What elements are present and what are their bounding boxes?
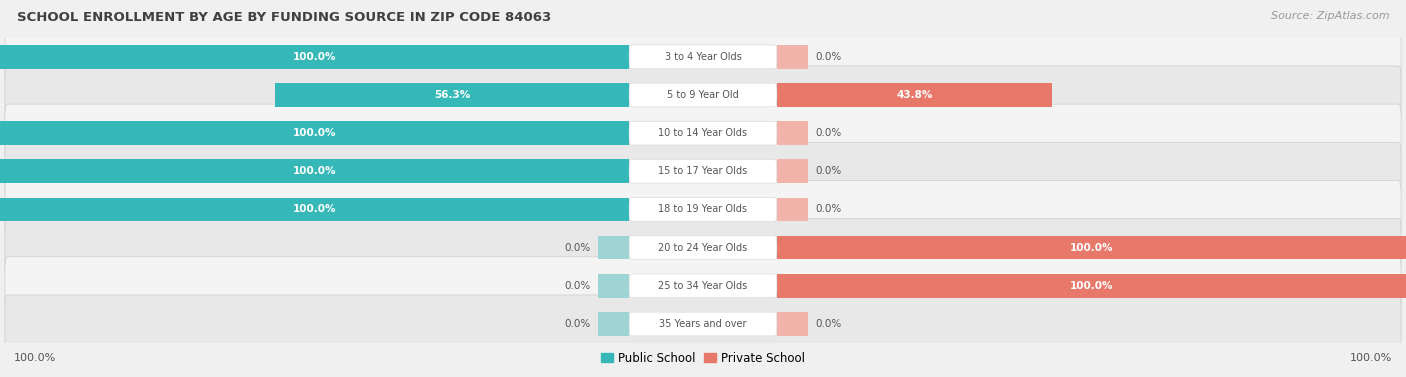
FancyBboxPatch shape <box>630 121 778 145</box>
Text: 10 to 14 Year Olds: 10 to 14 Year Olds <box>658 128 748 138</box>
Text: 3 to 4 Year Olds: 3 to 4 Year Olds <box>665 52 741 62</box>
Text: 0.0%: 0.0% <box>815 52 842 62</box>
FancyBboxPatch shape <box>630 159 778 183</box>
FancyBboxPatch shape <box>630 274 778 298</box>
Bar <box>0 198 630 221</box>
Bar <box>778 45 808 69</box>
Bar <box>0 45 630 69</box>
Text: 56.3%: 56.3% <box>434 90 470 100</box>
Bar <box>778 198 808 221</box>
Bar <box>778 274 1406 298</box>
Text: 20 to 24 Year Olds: 20 to 24 Year Olds <box>658 243 748 253</box>
Bar <box>778 312 808 336</box>
FancyBboxPatch shape <box>6 28 1400 86</box>
FancyBboxPatch shape <box>630 236 778 259</box>
Bar <box>778 236 1406 259</box>
Text: 100.0%: 100.0% <box>292 204 336 215</box>
Bar <box>0 159 630 183</box>
Text: 5 to 9 Year Old: 5 to 9 Year Old <box>666 90 740 100</box>
FancyBboxPatch shape <box>630 45 778 69</box>
Text: 0.0%: 0.0% <box>564 243 591 253</box>
FancyBboxPatch shape <box>6 66 1400 124</box>
FancyBboxPatch shape <box>630 83 778 107</box>
Text: 43.8%: 43.8% <box>897 90 932 100</box>
Text: 100.0%: 100.0% <box>1070 281 1114 291</box>
Text: 100.0%: 100.0% <box>14 353 56 363</box>
Text: 100.0%: 100.0% <box>292 166 336 176</box>
FancyBboxPatch shape <box>6 219 1400 277</box>
FancyBboxPatch shape <box>6 295 1400 353</box>
Text: 0.0%: 0.0% <box>564 281 591 291</box>
Bar <box>276 83 630 107</box>
Text: 18 to 19 Year Olds: 18 to 19 Year Olds <box>658 204 748 215</box>
Text: 100.0%: 100.0% <box>292 52 336 62</box>
Text: 0.0%: 0.0% <box>815 204 842 215</box>
Text: 100.0%: 100.0% <box>1070 243 1114 253</box>
Text: 100.0%: 100.0% <box>1350 353 1392 363</box>
FancyBboxPatch shape <box>6 257 1400 315</box>
FancyBboxPatch shape <box>630 198 778 221</box>
FancyBboxPatch shape <box>6 104 1400 162</box>
Text: 0.0%: 0.0% <box>815 319 842 329</box>
FancyBboxPatch shape <box>6 142 1400 200</box>
Bar <box>598 274 630 298</box>
Bar <box>778 121 808 145</box>
Bar <box>598 312 630 336</box>
Text: 0.0%: 0.0% <box>815 166 842 176</box>
Text: 35 Years and over: 35 Years and over <box>659 319 747 329</box>
Bar <box>598 236 630 259</box>
Text: 25 to 34 Year Olds: 25 to 34 Year Olds <box>658 281 748 291</box>
Text: 0.0%: 0.0% <box>564 319 591 329</box>
Legend: Public School, Private School: Public School, Private School <box>596 347 810 369</box>
Text: 100.0%: 100.0% <box>292 128 336 138</box>
Bar <box>778 159 808 183</box>
Text: 0.0%: 0.0% <box>815 128 842 138</box>
FancyBboxPatch shape <box>6 181 1400 239</box>
Text: SCHOOL ENROLLMENT BY AGE BY FUNDING SOURCE IN ZIP CODE 84063: SCHOOL ENROLLMENT BY AGE BY FUNDING SOUR… <box>17 11 551 24</box>
Bar <box>0 121 630 145</box>
Bar <box>778 83 1053 107</box>
Text: Source: ZipAtlas.com: Source: ZipAtlas.com <box>1271 11 1389 21</box>
Text: 15 to 17 Year Olds: 15 to 17 Year Olds <box>658 166 748 176</box>
FancyBboxPatch shape <box>630 312 778 336</box>
